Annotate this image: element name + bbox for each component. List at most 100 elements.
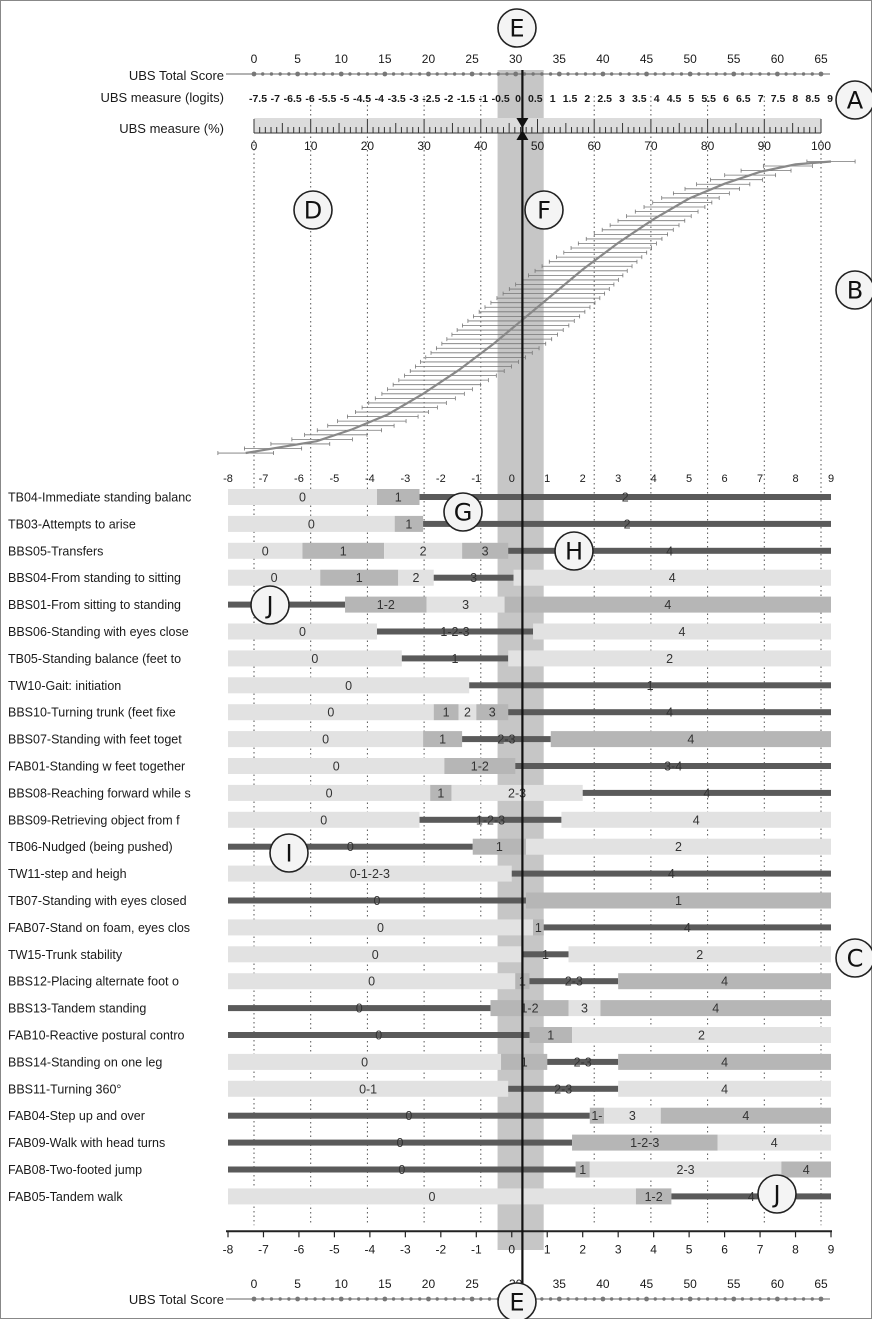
item-segment-bar — [228, 569, 321, 586]
total-score-marker-bottom — [548, 1297, 553, 1301]
item-segment-bar — [228, 542, 303, 559]
item-axis-top-tick-label: 0 — [509, 473, 515, 485]
item-segment-bar — [568, 946, 831, 963]
total-score-marker-bottom — [391, 1297, 396, 1301]
item-segment-bar — [501, 1053, 548, 1070]
total-score-tick-label: 10 — [335, 52, 349, 66]
item-segment-bar — [589, 1161, 782, 1178]
percent-tick-label: 90 — [758, 139, 772, 153]
total-score-marker — [313, 72, 317, 76]
item-category-label: 0 — [356, 1002, 363, 1016]
total-score-marker — [583, 72, 588, 76]
item-segment-bar — [228, 704, 434, 721]
item-segment-bar — [618, 1053, 831, 1070]
item-axis-bottom-tick-label: -5 — [329, 1242, 340, 1256]
total-score-marker — [600, 71, 606, 77]
item-label: FAB09-Walk with head turns — [8, 1136, 165, 1150]
item-category-label: 0 — [262, 544, 269, 558]
total-score-marker-bottom — [304, 1297, 309, 1301]
item-label: TB03-Attempts to arise — [8, 517, 136, 531]
axis-label-total-score-top: UBS Total Score — [129, 68, 224, 83]
total-score-marker-bottom — [374, 1297, 378, 1301]
percent-tick-label: 80 — [701, 139, 715, 153]
item-category-label: 0 — [372, 948, 379, 962]
total-score-marker-bottom — [426, 1296, 431, 1302]
item-segment-bar — [529, 978, 619, 985]
item-segment-bar — [401, 655, 509, 662]
item-segment-bar — [228, 1032, 530, 1038]
item-segment-bar — [572, 1027, 831, 1043]
item-axis-bottom-tick-label: -7 — [258, 1242, 269, 1256]
total-score-marker — [513, 71, 519, 77]
total-score-marker-bottom — [662, 1297, 666, 1301]
total-score-marker-bottom — [479, 1297, 483, 1301]
total-score-marker-bottom — [653, 1297, 657, 1301]
item-segment-bar — [228, 758, 445, 774]
total-score-marker — [461, 72, 466, 76]
total-score-tick-label: 50 — [683, 52, 697, 66]
callout-j-label: J — [771, 1181, 780, 1209]
total-score-marker — [653, 72, 657, 76]
item-category-label: 0 — [368, 975, 375, 989]
item-category-label: 1-2 — [645, 1190, 663, 1204]
callout-j-circle — [757, 1174, 797, 1214]
total-score-marker — [356, 72, 361, 76]
item-category-label: 1-2-3 — [440, 625, 469, 639]
total-score-marker-bottom — [356, 1297, 361, 1301]
item-category-label: 0 — [327, 706, 334, 720]
total-score-marker — [251, 71, 257, 77]
item-segment-bar — [228, 731, 424, 748]
total-score-marker — [287, 72, 291, 76]
total-score-tick-label: 60 — [771, 52, 785, 66]
total-score-marker — [505, 72, 509, 76]
item-segment-bar — [228, 1139, 573, 1146]
total-score-marker — [548, 72, 553, 76]
total-score-marker-bottom — [636, 1297, 640, 1301]
total-score-marker — [644, 71, 649, 77]
total-score-marker-bottom — [679, 1297, 684, 1301]
item-segment-bar — [568, 1000, 601, 1017]
total-score-marker — [435, 72, 439, 76]
axis-label-logits: UBS measure (logits) — [100, 90, 224, 105]
item-segment-bar — [515, 763, 831, 769]
logit-tick-label: 7 — [758, 93, 764, 105]
total-score-marker — [269, 72, 274, 76]
item-label: BBS05-Transfers — [8, 544, 103, 558]
item-segment-bar — [472, 838, 526, 855]
logit-tick-label: -2 — [444, 93, 453, 105]
item-segment-bar — [660, 1107, 831, 1124]
item-category-label: 4 — [687, 733, 694, 747]
total-score-tick-label: 35 — [553, 52, 567, 66]
item-category-label: 1 — [452, 652, 459, 666]
logit-tick-label: 0.5 — [528, 93, 543, 105]
total-score-tick-label: 65 — [814, 52, 828, 66]
item-segment-bar — [547, 1058, 619, 1065]
item-segment-bar — [433, 704, 459, 721]
total-score-marker — [348, 72, 352, 76]
item-axis-bottom-tick-label: 5 — [686, 1242, 693, 1256]
logit-tick-label: 2.5 — [597, 93, 612, 105]
item-category-label: 0 — [333, 760, 340, 774]
item-category-label: 1-2-3 — [476, 813, 505, 827]
logit-tick-label: -1.5 — [457, 93, 475, 105]
logit-tick-label: -3.5 — [388, 93, 406, 105]
item-segment-bar — [228, 1005, 491, 1012]
item-label: BBS06-Standing with eyes close — [8, 625, 189, 639]
total-score-marker — [636, 72, 640, 76]
total-score-marker-bottom — [322, 1297, 326, 1301]
total-score-marker-bottom — [418, 1297, 422, 1301]
item-axis-top-tick-label: 9 — [828, 473, 834, 485]
total-score-tick-label-bottom: 20 — [422, 1277, 436, 1291]
logit-tick-label: 2 — [584, 93, 590, 105]
logit-tick-label: 0 — [515, 93, 521, 105]
total-score-marker-bottom — [330, 1297, 335, 1301]
item-axis-top-tick-label: -4 — [365, 473, 375, 485]
item-segment-bar — [603, 1107, 661, 1124]
total-score-tick-label-bottom: 50 — [683, 1277, 697, 1291]
total-score-marker-bottom — [338, 1296, 344, 1302]
total-score-marker-bottom — [556, 1296, 562, 1302]
callout-a-circle — [835, 80, 872, 120]
item-segment-bar — [533, 919, 544, 936]
item-category-label: 4 — [721, 975, 728, 989]
item-category-label: 1 — [439, 733, 446, 747]
